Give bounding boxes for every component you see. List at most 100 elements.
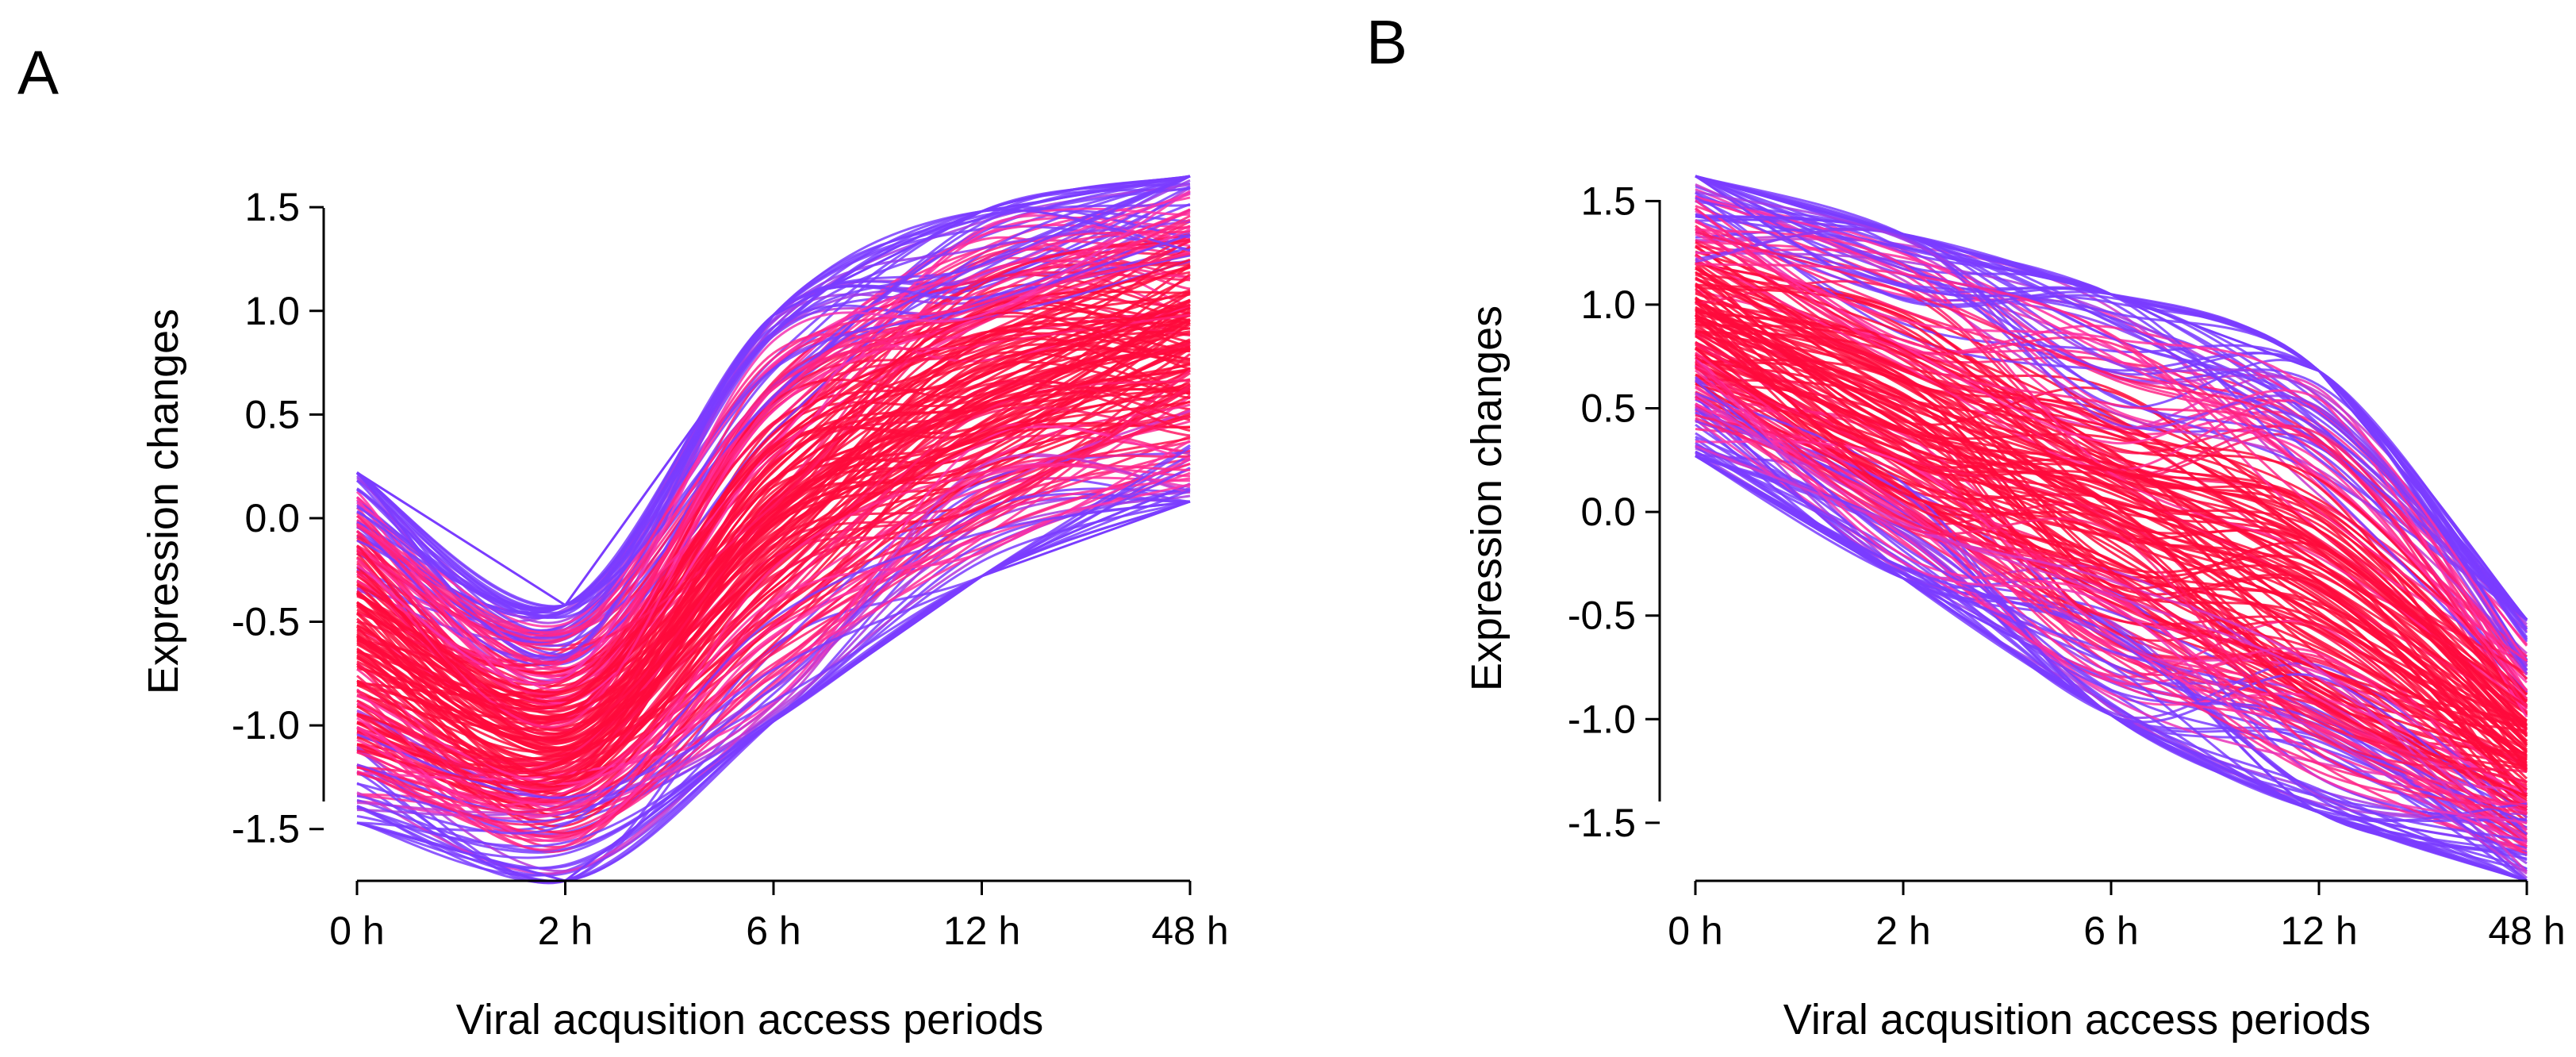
expression-line bbox=[1695, 213, 2528, 630]
y-axis-title: Expression changes bbox=[140, 309, 187, 694]
x-tick-label: 0 h bbox=[1668, 909, 1723, 953]
y-tick-label: 0.5 bbox=[244, 392, 300, 436]
y-tick-label: 1.0 bbox=[1580, 283, 1636, 327]
y-ticks: -1.5 -1.0 -0.5 0.0 0.5 1.0 1.5 bbox=[232, 185, 324, 851]
expression-line bbox=[1695, 351, 2528, 808]
expression-line bbox=[356, 500, 1191, 859]
x-tick-label: 48 h bbox=[1151, 909, 1228, 953]
expression-line bbox=[1695, 200, 2528, 621]
expression-line bbox=[1695, 233, 2528, 718]
x-tick-label: 12 h bbox=[2280, 909, 2357, 953]
expression-line bbox=[356, 306, 1191, 671]
x-tick-label: 12 h bbox=[943, 909, 1020, 953]
expression-line bbox=[1694, 357, 2528, 824]
expression-line bbox=[356, 446, 1191, 824]
x-axis-title: Viral acqusition access periods bbox=[456, 996, 1043, 1044]
x-tick-label: 6 h bbox=[746, 909, 801, 953]
x-tick-label: 48 h bbox=[2488, 909, 2565, 953]
expression-line bbox=[1695, 251, 2528, 625]
x-axis-title: Viral acqusition access periods bbox=[1783, 996, 2371, 1044]
expression-line bbox=[356, 223, 1191, 678]
expression-line bbox=[356, 307, 1191, 697]
expression-line bbox=[1695, 175, 2528, 694]
expression-line bbox=[356, 311, 1191, 709]
expression-line bbox=[1695, 227, 2528, 675]
x-tick-label: 6 h bbox=[2083, 909, 2139, 953]
x-ticks: 0 h 2 h 6 h 12 h 48 h bbox=[329, 881, 1229, 953]
expression-line bbox=[356, 290, 1191, 718]
expression-line bbox=[356, 463, 1191, 851]
expression-line bbox=[1695, 263, 2528, 663]
expression-line bbox=[356, 208, 1191, 633]
x-ticks: 0 h 2 h 6 h 12 h 48 h bbox=[1668, 881, 2566, 953]
expression-line bbox=[1695, 190, 2528, 667]
expression-line bbox=[1695, 253, 2528, 701]
x-tick-label: 2 h bbox=[538, 909, 593, 953]
expression-line bbox=[356, 218, 1191, 646]
expression-line bbox=[1694, 378, 2528, 817]
y-ticks: -1.5 -1.0 -0.5 0.0 0.5 1.0 1.5 bbox=[1568, 179, 1660, 845]
expression-line bbox=[1695, 420, 2528, 819]
y-tick-label: 1.0 bbox=[244, 289, 300, 333]
expression-line bbox=[1695, 393, 2528, 873]
y-tick-label: 0.5 bbox=[1580, 386, 1636, 431]
expression-line bbox=[1695, 311, 2528, 736]
x-tick-label: 2 h bbox=[1875, 909, 1931, 953]
y-tick-label: 1.5 bbox=[244, 185, 300, 229]
expression-line bbox=[1695, 231, 2528, 709]
expression-line bbox=[356, 290, 1191, 711]
expression-line bbox=[356, 263, 1191, 702]
envelope-line bbox=[1695, 175, 2528, 621]
y-tick-label: 0.0 bbox=[1580, 490, 1636, 534]
expression-line bbox=[1695, 444, 2528, 844]
expression-line bbox=[1695, 386, 2528, 839]
expression-line bbox=[1695, 356, 2528, 754]
expression-line bbox=[1695, 407, 2528, 882]
expression-line bbox=[1695, 198, 2528, 713]
expression-lines bbox=[1694, 175, 2528, 882]
expression-line bbox=[1695, 379, 2528, 823]
y-tick-label: -0.5 bbox=[1568, 594, 1636, 638]
y-tick-label: -1.5 bbox=[1568, 801, 1636, 845]
expression-line bbox=[356, 500, 1191, 835]
expression-line bbox=[356, 175, 1191, 612]
panel-b-chart: B -1.5 -1.0 -0.5 0.0 0.5 1.0 1.5 0 h 2 h 6 h 12 h… bbox=[1366, 7, 2566, 1044]
expression-line bbox=[356, 414, 1191, 835]
expression-line bbox=[1695, 406, 2528, 875]
expression-line bbox=[1695, 286, 2528, 753]
expression-line bbox=[1695, 191, 2528, 621]
expression-line bbox=[355, 341, 1191, 744]
expression-line bbox=[356, 382, 1191, 743]
expression-line bbox=[1695, 219, 2528, 663]
expression-line bbox=[356, 343, 1191, 804]
expression-line bbox=[356, 259, 1191, 615]
expression-line bbox=[356, 384, 1191, 790]
expression-lines bbox=[355, 175, 1191, 885]
expression-line bbox=[1695, 311, 2528, 771]
expression-line bbox=[356, 400, 1191, 768]
expression-line bbox=[355, 228, 1191, 692]
expression-line bbox=[356, 382, 1191, 785]
expression-line bbox=[356, 454, 1191, 802]
expression-line bbox=[356, 210, 1191, 634]
expression-line bbox=[355, 207, 1191, 705]
expression-line bbox=[1695, 267, 2528, 726]
expression-line bbox=[356, 363, 1191, 786]
expression-line bbox=[356, 425, 1191, 781]
expression-line bbox=[1695, 229, 2528, 658]
panel-a-chart: A -1.5 -1.0 -0.5 0.0 0.5 1.0 1.5 0 h 2 h 6 h 12 h… bbox=[17, 37, 1229, 1044]
y-tick-label: -0.5 bbox=[232, 600, 300, 644]
expression-line bbox=[356, 332, 1191, 741]
expression-line bbox=[1694, 354, 2528, 813]
expression-line bbox=[1695, 382, 2528, 756]
y-tick-label: -1.0 bbox=[1568, 697, 1636, 741]
expression-line bbox=[1695, 300, 2528, 737]
expression-line bbox=[1695, 321, 2528, 700]
expression-line bbox=[356, 206, 1191, 617]
y-tick-label: 1.5 bbox=[1580, 179, 1636, 223]
expression-line bbox=[356, 482, 1191, 852]
expression-line bbox=[356, 387, 1191, 780]
panel-letter: B bbox=[1366, 7, 1407, 77]
expression-line bbox=[356, 190, 1191, 686]
expression-line bbox=[1695, 455, 2528, 862]
